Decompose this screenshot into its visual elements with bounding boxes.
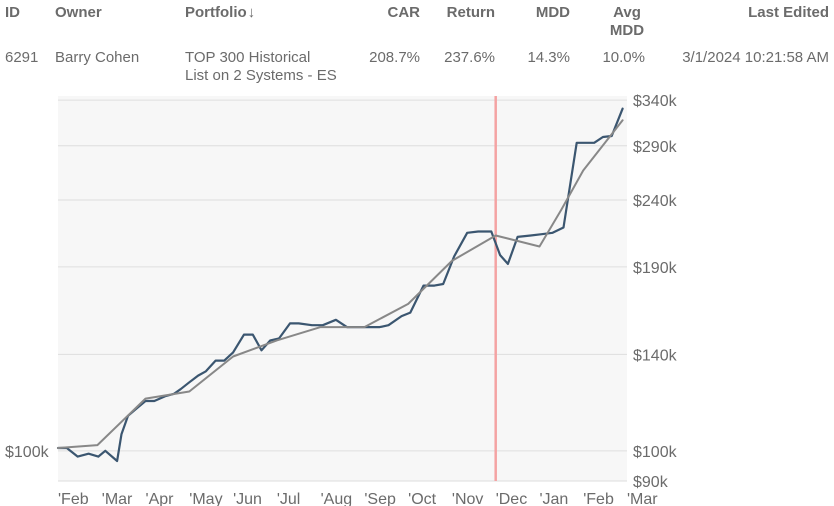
trend-line: [57, 119, 624, 449]
cell-portfolio-line2: List on 2 Systems - ES: [185, 67, 337, 84]
sort-descending-icon[interactable]: ↓: [247, 4, 256, 21]
y-tick-label-5: $100k: [633, 444, 678, 461]
x-tick-label-7: 'Sep: [364, 491, 396, 506]
column-header-portfolio-label: Portfolio: [185, 4, 247, 21]
column-header-car[interactable]: CAR: [387, 4, 421, 21]
equity-curve-chart: $340k $290k $240k $190k $140k $100k $90k $100k '…: [5, 93, 678, 506]
y-tick-label-6: $90k: [633, 474, 669, 491]
y-tick-label-1: $290k: [633, 139, 678, 156]
x-tick-label-11: 'Jan: [539, 491, 568, 506]
x-tick-label-2: 'Apr: [146, 491, 175, 506]
y-tick-label-3: $190k: [633, 260, 678, 277]
cell-return: 237.6%: [444, 49, 495, 66]
y-tick-label-0: $340k: [633, 93, 678, 110]
table-row[interactable]: 6291 Barry Cohen TOP 300 Historical List…: [0, 48, 834, 88]
x-tick-label-13: 'Mar: [627, 491, 658, 506]
x-tick-label-4: 'Jun: [233, 491, 262, 506]
cell-last-edited: 3/1/2024 10:21:58 AM: [682, 49, 829, 66]
column-header-avg-mdd[interactable]: Avg MDD: [605, 4, 649, 40]
x-tick-label-12: 'Feb: [583, 491, 614, 506]
x-tick-label-5: 'Jul: [277, 491, 301, 506]
column-header-mdd[interactable]: MDD: [535, 4, 570, 21]
x-tick-label-10: 'Dec: [496, 491, 528, 506]
column-header-owner[interactable]: Owner: [55, 4, 102, 21]
cell-avg-mdd: 10.0%: [602, 49, 645, 66]
cell-portfolio-line1: TOP 300 Historical: [185, 49, 311, 66]
column-header-last-edited[interactable]: Last Edited: [748, 4, 829, 21]
cell-owner: Barry Cohen: [55, 49, 140, 66]
cell-mdd: 14.3%: [527, 49, 570, 66]
y-tick-label-4: $140k: [633, 347, 678, 364]
table-header: ID Owner Portfolio↓ CAR Return MDD Avg M…: [0, 0, 834, 40]
column-header-avg-mdd-line1: Avg: [613, 4, 641, 21]
x-tick-label-0: 'Feb: [58, 491, 89, 506]
column-header-portfolio[interactable]: Portfolio↓: [185, 4, 255, 22]
equity-line: [56, 107, 624, 463]
y-tick-label-2: $240k: [633, 193, 678, 210]
column-header-id[interactable]: ID: [5, 4, 20, 21]
cell-car: 208.7%: [369, 49, 420, 66]
x-tick-label-8: 'Oct: [408, 491, 437, 506]
column-header-return[interactable]: Return: [446, 4, 495, 21]
x-tick-label-1: 'Mar: [102, 491, 133, 506]
x-tick-label-6: 'Aug: [321, 491, 353, 506]
x-tick-label-9: 'Nov: [452, 491, 484, 506]
cell-id: 6291: [5, 49, 39, 66]
column-header-avg-mdd-line2: MDD: [609, 22, 645, 39]
left-y-tick-label: $100k: [5, 444, 50, 461]
x-tick-label-3: 'May: [189, 491, 222, 506]
plot-background: [58, 96, 627, 481]
cell-portfolio[interactable]: TOP 300 Historical List on 2 Systems - E…: [185, 49, 337, 85]
